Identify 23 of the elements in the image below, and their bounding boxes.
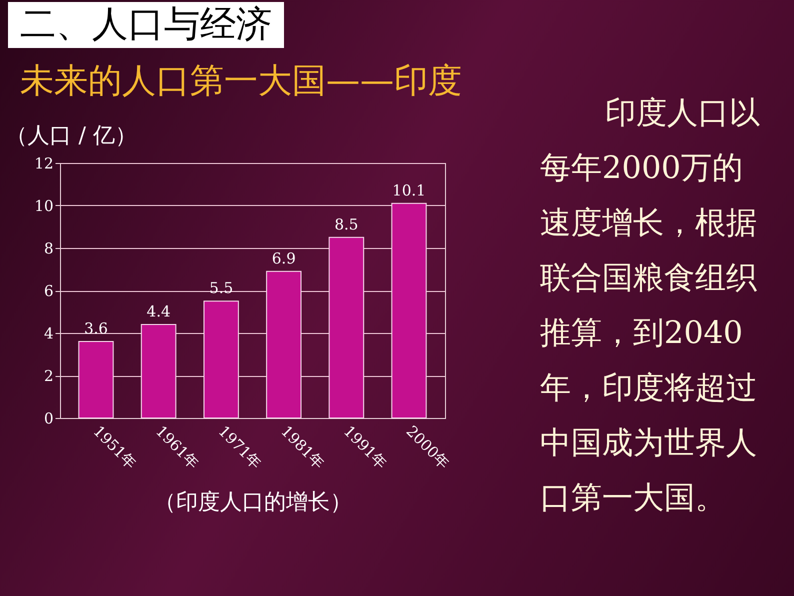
y-tick-label: 2: [44, 367, 54, 385]
y-tick-label: 0: [44, 410, 54, 428]
text: 印度人口以每年2000万的速度增长，根据联合国粮食组织推算，到2040年，印度将超过中国成为世界人口第一大国。: [540, 94, 762, 518]
data-label: 10.1: [392, 181, 426, 200]
data-label: 3.6: [84, 320, 108, 338]
bar: [328, 236, 364, 418]
chart-subtitle: 未来的人口第一大国——印度: [20, 60, 462, 103]
chart-title: 二、人口与经济: [8, 2, 284, 48]
y-tick-label: 4: [44, 324, 54, 342]
y-tick-label: 10: [34, 197, 54, 215]
bar: [78, 341, 114, 418]
bar: [203, 300, 239, 418]
data-label: 4.4: [146, 302, 171, 320]
x-axis-title: （印度人口的增长）: [154, 490, 352, 515]
bar: [266, 270, 302, 418]
y-axis-title: （人口 / 亿）: [6, 124, 137, 148]
y-tick-label: 12: [34, 154, 54, 172]
data-label: 6.9: [272, 249, 296, 268]
y-tick-label: 6: [44, 282, 54, 300]
y-tick-label: 8: [44, 240, 54, 258]
bar: [391, 202, 427, 418]
bar: [140, 324, 176, 418]
data-label: 8.5: [334, 215, 358, 234]
